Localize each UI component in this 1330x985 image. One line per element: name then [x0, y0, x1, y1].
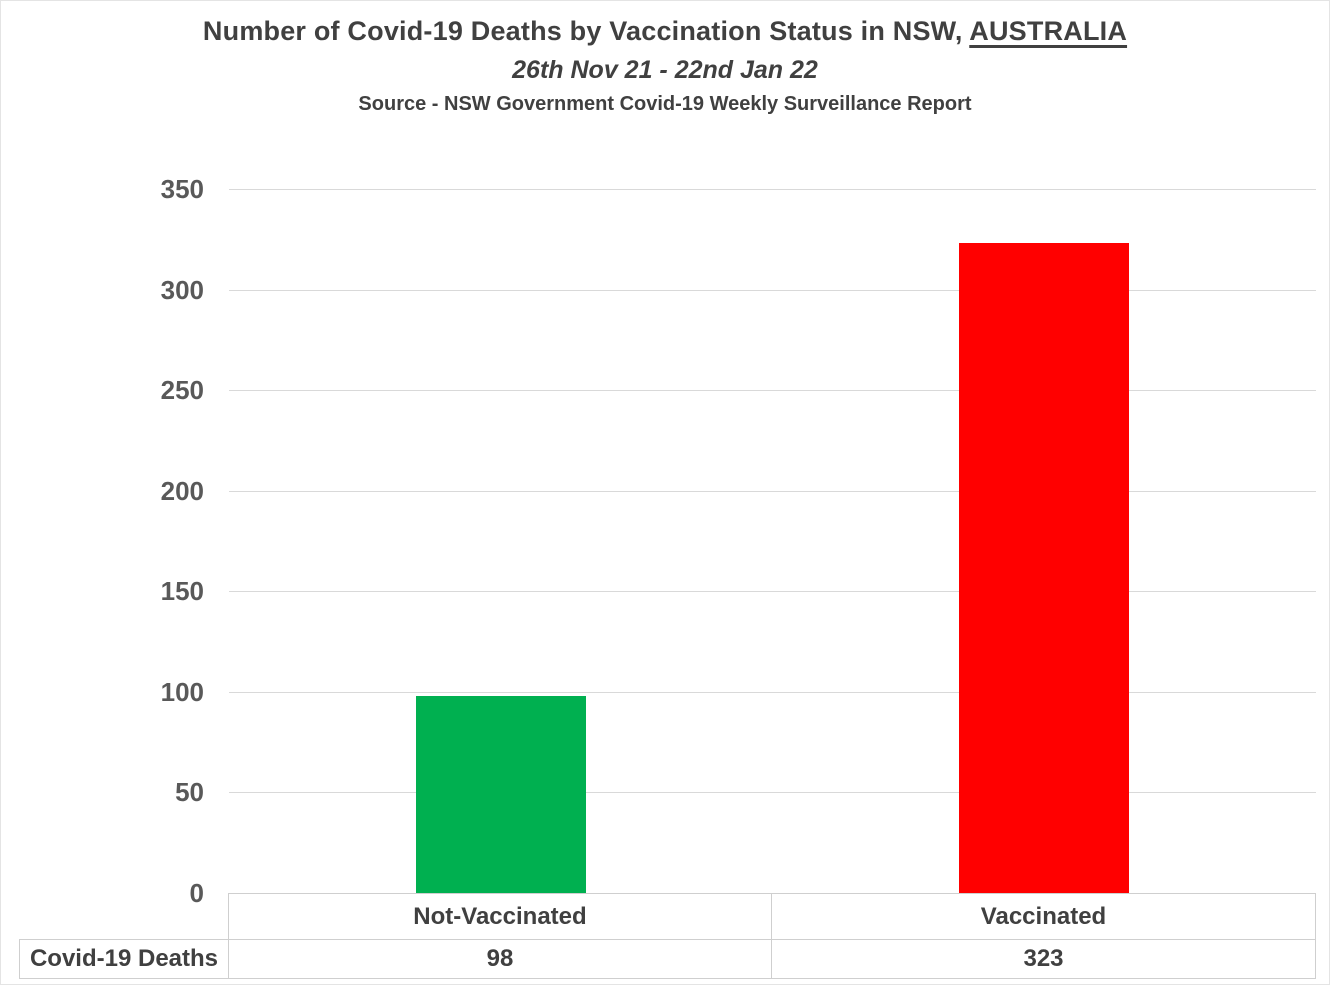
table-value-not-vaccinated: 98	[229, 940, 772, 979]
y-axis-tick-label-300: 300	[160, 275, 204, 305]
table-header-vaccinated: Vaccinated	[772, 893, 1316, 940]
table-row-label: Covid-19 Deaths	[19, 940, 229, 979]
y-axis-tick-label-100: 100	[160, 677, 204, 707]
gridline-300	[229, 290, 1316, 291]
gridline-350	[229, 189, 1316, 190]
gridline-100	[229, 692, 1316, 693]
chart-titles: Number of Covid-19 Deaths by Vaccination…	[1, 14, 1329, 116]
y-axis-tick-label-50: 50	[175, 777, 204, 807]
gridline-250	[229, 390, 1316, 391]
y-axis-tick-label-350: 350	[160, 174, 204, 204]
y-axis-tick-label-250: 250	[160, 375, 204, 405]
chart-title-underlined: AUSTRALIA	[969, 16, 1128, 46]
y-axis-tick-label-0: 0	[189, 878, 204, 908]
chart-source-note: Source - NSW Government Covid-19 Weekly …	[358, 93, 972, 115]
table-value-vaccinated: 323	[772, 940, 1316, 979]
y-axis-tick-label-150: 150	[160, 576, 204, 606]
gridline-150	[229, 591, 1316, 592]
gridline-200	[229, 491, 1316, 492]
table-corner-cell	[19, 893, 229, 940]
table-header-not-vaccinated: Not-Vaccinated	[229, 893, 772, 940]
bar-not-vaccinated	[416, 696, 586, 893]
chart-subtitle: 26th Nov 21 - 22nd Jan 22	[512, 56, 818, 84]
chart-title: Number of Covid-19 Deaths by Vaccination…	[1, 14, 1329, 48]
chart-data-table: Not-Vaccinated Vaccinated Covid-19 Death…	[19, 893, 1316, 979]
chart-title-prefix: Number of Covid-19 Deaths by Vaccination…	[202, 16, 970, 46]
gridline-50	[229, 792, 1316, 793]
bar-vaccinated	[959, 243, 1129, 893]
y-axis-tick-label-200: 200	[160, 476, 204, 506]
